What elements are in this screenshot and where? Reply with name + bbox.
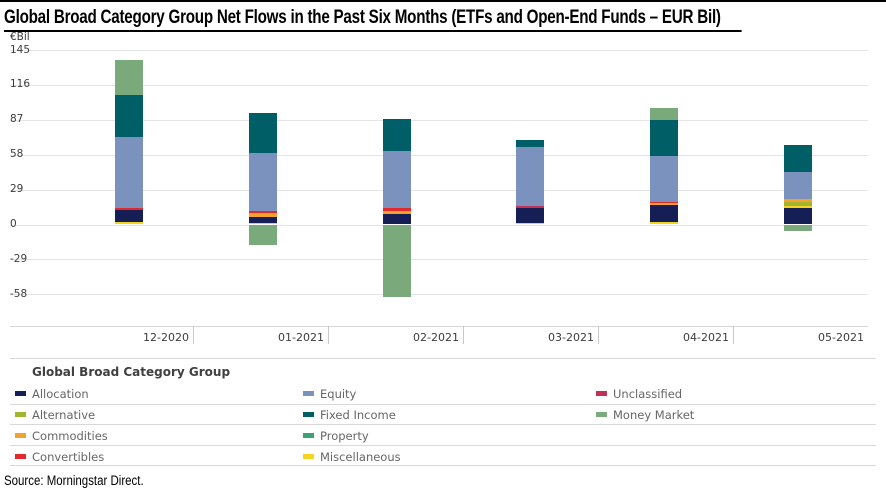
x-axis-tick	[328, 326, 329, 344]
y-axis-unit-label: €Bil	[10, 31, 30, 43]
bar-segment-12-2020-money-market	[115, 59, 143, 95]
gridline-145	[10, 50, 868, 52]
bar-segment-02-2021-allocation	[383, 214, 411, 225]
legend-separator	[10, 357, 876, 359]
x-axis-label-04-2021: 04-2021	[683, 331, 729, 344]
legend-label: Alternative	[32, 408, 96, 422]
bar-segment-01-2021-miscellaneous	[249, 222, 277, 225]
gridline-116	[10, 84, 868, 86]
bar-segment-05-2021-miscellaneous	[784, 205, 812, 208]
legend-swatch-miscellaneous	[303, 453, 314, 459]
gridline-29	[10, 189, 868, 191]
legend-label: Convertibles	[32, 449, 105, 464]
y-axis-tick-label: 145	[10, 43, 31, 56]
bar-segment-03-2021-allocation	[516, 208, 544, 223]
bar-segment-02-2021-money-market	[383, 224, 411, 297]
bar-segment-12-2020-miscellaneous	[115, 222, 143, 225]
legend-label: Money Market	[613, 408, 695, 422]
bar-segment-04-2021-fixed-income	[650, 119, 678, 156]
top-border-line	[0, 0, 886, 2]
bar-segment-12-2020-convertibles	[115, 207, 143, 211]
legend-label: Equity	[320, 387, 357, 401]
bar-segment-05-2021-alternative	[784, 202, 812, 206]
legend-swatch-equity	[303, 391, 314, 396]
y-axis-tick-label: 87	[10, 113, 24, 126]
legend-label: Fixed Income	[320, 408, 396, 422]
bar-segment-02-2021-equity	[383, 150, 411, 209]
legend-label: Property	[320, 428, 369, 443]
y-axis-tick-label: 0	[10, 218, 17, 230]
bar-segment-04-2021-miscellaneous	[650, 222, 678, 225]
x-axis-tick	[193, 326, 194, 344]
bar-segment-04-2021-equity	[650, 155, 678, 202]
bar-segment-05-2021-equity	[784, 171, 812, 200]
y-axis-tick-label: -58	[10, 287, 28, 300]
bar-segment-02-2021-fixed-income	[383, 119, 411, 151]
x-axis-tick	[733, 326, 734, 344]
bar-segment-01-2021-convertibles	[249, 210, 277, 214]
source-note-row: Source: Morningstar Direct.	[4, 470, 168, 489]
gridline-87	[10, 119, 868, 121]
gridline--58	[10, 294, 868, 296]
bar-segment-04-2021-commodities	[650, 202, 678, 206]
bar-segment-02-2021-convertibles	[383, 208, 411, 212]
x-axis-label-03-2021: 03-2021	[548, 331, 594, 344]
legend-separator	[10, 465, 876, 466]
legend-swatch-convertibles	[15, 453, 26, 459]
bar-segment-03-2021-fixed-income	[516, 139, 544, 147]
bar-segment-01-2021-commodities	[249, 213, 277, 217]
chart-title: Global Broad Category Group Net Flows in…	[4, 7, 742, 32]
legend-swatch-alternative	[15, 412, 26, 417]
legend-separator	[10, 403, 876, 405]
bar-segment-02-2021-commodities	[383, 211, 411, 215]
legend-label: Miscellaneous	[320, 449, 401, 464]
bar-segment-01-2021-money-market	[249, 224, 277, 245]
legend-label: Allocation	[32, 387, 89, 401]
bar-segment-03-2021-miscellaneous	[516, 222, 544, 225]
legend-title: Global Broad Category Group	[32, 365, 231, 379]
legend-label: Commodities	[32, 428, 108, 443]
gridline-58	[10, 154, 868, 156]
bar-segment-04-2021-money-market	[650, 107, 678, 120]
bar-segment-01-2021-equity	[249, 152, 277, 211]
bar-segment-01-2021-fixed-income	[249, 113, 277, 153]
legend-swatch-commodities	[15, 432, 26, 438]
y-axis-tick-label: 116	[10, 78, 31, 91]
gridline--29	[10, 259, 868, 261]
bar-segment-05-2021-money-market	[784, 224, 812, 231]
bar-segment-03-2021-unclassified	[516, 205, 544, 209]
bar-segment-05-2021-commodities	[784, 199, 812, 203]
bar-segment-01-2021-allocation	[249, 216, 277, 223]
y-axis-tick-label: 58	[10, 148, 24, 161]
legend-label: Unclassified	[613, 387, 683, 401]
legend-separator	[10, 444, 876, 446]
bar-segment-05-2021-allocation	[784, 207, 812, 225]
legend-swatch-allocation	[15, 391, 26, 396]
bar-segment-12-2020-allocation	[115, 210, 143, 223]
x-axis-label-05-2021: 05-2021	[818, 331, 864, 344]
x-axis-label-12-2020: 12-2020	[143, 331, 189, 344]
legend-swatch-unclassified	[596, 391, 607, 396]
source-note: Source: Morningstar Direct.	[4, 473, 144, 488]
legend-separator	[10, 424, 876, 425]
bar-segment-04-2021-allocation	[650, 205, 678, 223]
bar-segment-05-2021-fixed-income	[784, 145, 812, 172]
legend-swatch-money-market	[596, 412, 607, 417]
title-row: Global Broad Category Group Net Flows in…	[4, 7, 886, 32]
bar-segment-12-2020-equity	[115, 136, 143, 208]
x-axis-tick	[598, 326, 599, 344]
x-axis-line	[10, 326, 868, 327]
legend-swatch-property	[303, 432, 314, 438]
bar-segment-12-2020-fixed-income	[115, 94, 143, 137]
legend-swatch-fixed-income	[303, 412, 314, 417]
y-axis-tick-label: -29	[10, 252, 28, 265]
bar-segment-04-2021-convertibles	[650, 201, 678, 203]
x-axis-tick	[463, 326, 464, 344]
x-axis-label-01-2021: 01-2021	[278, 331, 324, 344]
gridline-0	[10, 224, 868, 226]
x-axis-label-02-2021: 02-2021	[413, 331, 459, 344]
y-axis-tick-label: 29	[10, 183, 24, 196]
bar-segment-03-2021-equity	[516, 146, 544, 206]
